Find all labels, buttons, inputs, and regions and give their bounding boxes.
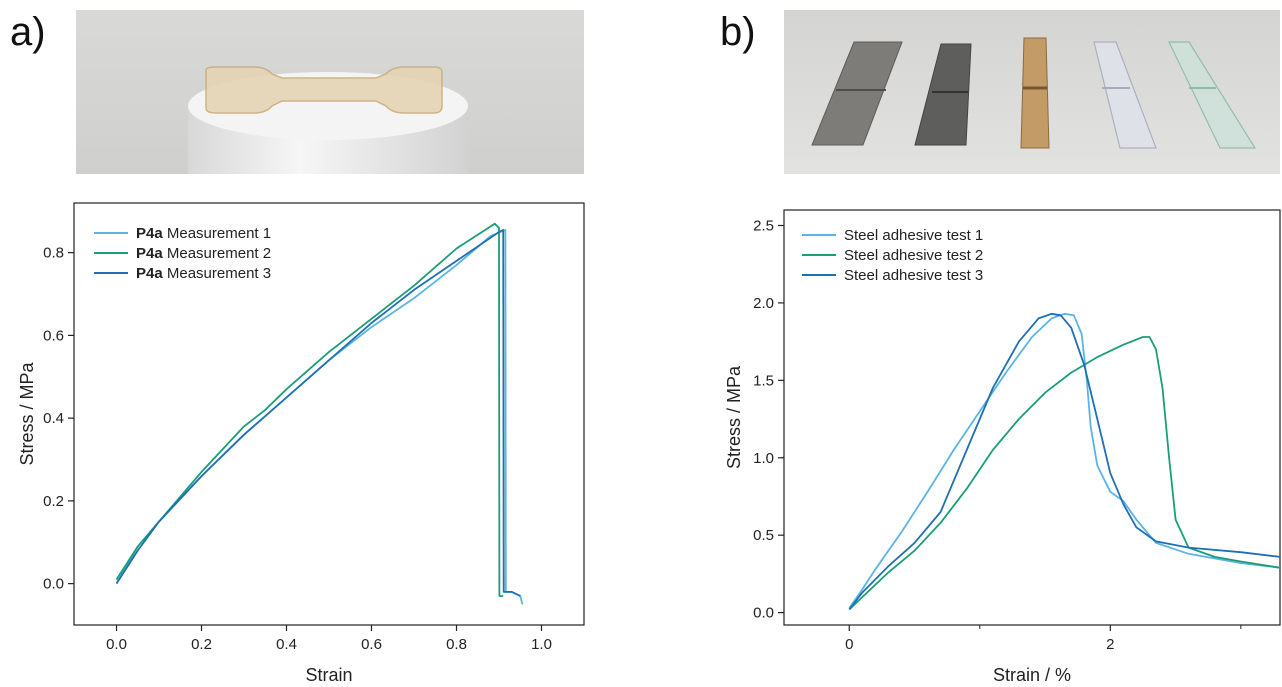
series-line-3 xyxy=(848,312,1281,611)
steel-substrate xyxy=(811,41,903,146)
chart-a: 0.0 0.2 0.4 0.6 0.8 1.0 0.0 0.2 0.4 0.6 0.8 Strain S… xyxy=(17,202,585,685)
x-tick-label: 0.4 xyxy=(276,636,297,653)
x-tick-label: 0 xyxy=(845,636,853,653)
series-line-2 xyxy=(848,336,1281,611)
dogbone-specimen xyxy=(205,66,443,114)
legend-label-2: Steel adhesive test 2 xyxy=(844,247,983,264)
dark-steel-substrate xyxy=(914,43,972,146)
series-line-3 xyxy=(115,229,521,597)
clear-plastic-substrate xyxy=(1093,41,1157,149)
adhesive-substrates-photo xyxy=(784,10,1280,174)
panel-label-b: b) xyxy=(720,10,756,54)
y-axis-label: Stress / MPa xyxy=(17,362,37,466)
wood-substrate xyxy=(1020,37,1050,149)
legend-label-1: Steel adhesive test 1 xyxy=(844,227,983,244)
y-tick-label: 0.4 xyxy=(43,410,64,427)
y-tick-label: 0.5 xyxy=(753,527,774,544)
x-tick-label: 0.0 xyxy=(106,636,127,653)
x-tick-label: 0.2 xyxy=(191,636,212,653)
panel-label-a: a) xyxy=(10,10,46,54)
y-tick-label: 0.0 xyxy=(753,605,774,622)
x-tick-label: 1.0 xyxy=(531,636,552,653)
y-tick-label: 1.0 xyxy=(753,450,774,467)
legend-label-1: P4a Measurement 1 xyxy=(136,225,271,242)
series-line-1 xyxy=(115,229,524,605)
dogbone-specimen-photo xyxy=(76,10,584,174)
y-tick-label: 2.5 xyxy=(753,217,774,234)
series-line-2 xyxy=(115,222,504,597)
y-tick-label: 0.8 xyxy=(43,245,64,262)
legend-label-2: P4a Measurement 2 xyxy=(136,245,271,262)
x-tick-label: 0.8 xyxy=(446,636,467,653)
x-axis-label: Strain xyxy=(305,665,352,685)
y-tick-label: 0.0 xyxy=(43,576,64,593)
y-tick-label: 0.2 xyxy=(43,493,64,510)
legend-label-3: Steel adhesive test 3 xyxy=(844,267,983,284)
legend-label-3: P4a Measurement 3 xyxy=(136,265,271,282)
plot-frame xyxy=(783,209,1281,626)
y-tick-label: 1.5 xyxy=(753,372,774,389)
y-tick-label: 2.0 xyxy=(753,295,774,312)
x-axis-label: Strain / % xyxy=(993,665,1071,685)
chart-b: 0 2 0.0 0.5 1.0 1.5 2.0 2.5 Strain / % Stress / M… xyxy=(724,209,1281,685)
y-axis-label: Stress / MPa xyxy=(724,365,744,469)
glass-substrate xyxy=(1168,41,1257,149)
y-tick-label: 0.6 xyxy=(43,327,64,344)
series-line-1 xyxy=(848,312,1281,609)
x-tick-label: 0.6 xyxy=(361,636,382,653)
plot-frame xyxy=(73,202,585,626)
x-tick-label: 2 xyxy=(1106,636,1114,653)
